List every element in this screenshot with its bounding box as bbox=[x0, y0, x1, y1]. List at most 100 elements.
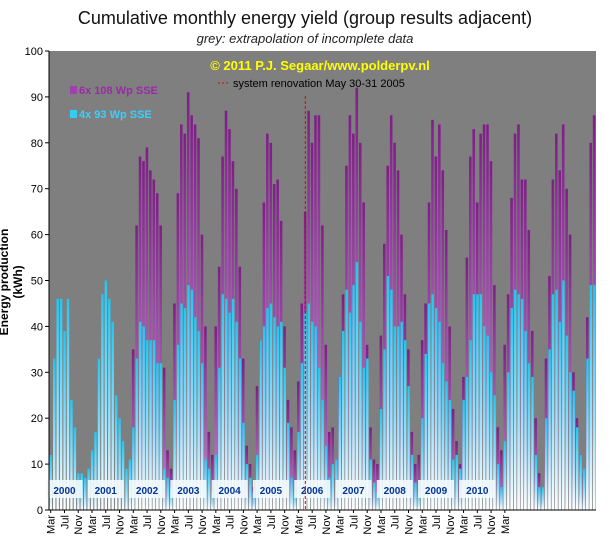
bar-4x93-m120 bbox=[462, 399, 465, 510]
year-label-2001: 2001 bbox=[95, 486, 118, 497]
bar-4x93-m58 bbox=[249, 477, 252, 510]
bar-4x93-m95 bbox=[376, 491, 379, 510]
bar-4x93-m124 bbox=[476, 294, 479, 510]
bar-6x108-m28 bbox=[145, 147, 149, 510]
bar-4x93-m64 bbox=[269, 303, 273, 510]
bar-6x108-m126 bbox=[482, 124, 486, 510]
bar-4x93-m21 bbox=[121, 441, 125, 510]
bar-4x93-m56 bbox=[242, 422, 245, 510]
bar-4x93-m22 bbox=[125, 468, 128, 510]
bar-4x93-m42 bbox=[194, 317, 197, 510]
year-label-2000: 2000 bbox=[53, 486, 76, 497]
bar-4x93-m10 bbox=[84, 477, 87, 510]
bar-4x93-m110 bbox=[428, 303, 431, 510]
x-tick-label-25: Jul bbox=[390, 515, 402, 529]
bar-4x93-m78 bbox=[317, 367, 321, 510]
bar-4x93-m94 bbox=[372, 482, 376, 510]
bar-4x93-m17 bbox=[108, 298, 111, 510]
bar-4x93-m35 bbox=[170, 487, 173, 510]
bar-4x93-m73 bbox=[300, 363, 304, 510]
bar-6x108-m77 bbox=[314, 115, 317, 510]
x-tick-label-4: Jul bbox=[101, 515, 113, 529]
bar-4x93-m96 bbox=[379, 409, 383, 510]
bar-4x93-m32 bbox=[159, 363, 163, 510]
x-tick-label-7: Jul bbox=[142, 515, 154, 529]
bar-4x93-m115 bbox=[445, 381, 448, 510]
bar-6x108-m45 bbox=[204, 326, 207, 510]
x-tick-label-18: Mar bbox=[293, 515, 305, 534]
x-tick-label-33: Mar bbox=[500, 515, 512, 534]
bar-4x93-m20 bbox=[118, 418, 121, 510]
x-tick-label-22: Jul bbox=[348, 515, 360, 529]
x-tick-label-1: Jul bbox=[59, 515, 71, 529]
x-tick-label-14: Nov bbox=[238, 515, 250, 535]
bar-4x93-m53 bbox=[231, 298, 235, 510]
bar-4x93-m150 bbox=[565, 335, 569, 510]
bar-4x93-m75 bbox=[307, 303, 311, 510]
bar-4x93-m39 bbox=[183, 308, 187, 510]
bar-6x108-m79 bbox=[321, 225, 324, 511]
bar-4x93-m151 bbox=[569, 372, 572, 510]
legend-label-0: 6x 108 Wp SSE bbox=[79, 85, 158, 97]
bar-4x93-m152 bbox=[572, 390, 575, 510]
bar-4x93-m26 bbox=[139, 321, 142, 510]
bar-6x108-m31 bbox=[155, 193, 159, 511]
legend: 6x 108 Wp SSE 4x 93 Wp SSE bbox=[70, 85, 158, 121]
y-tick-label-40: 40 bbox=[31, 321, 43, 333]
bar-4x93-m144 bbox=[545, 418, 548, 510]
bar-4x93-m29 bbox=[149, 340, 152, 510]
bar-4x93-m130 bbox=[496, 464, 500, 510]
bar-4x93-m62 bbox=[262, 326, 266, 510]
bar-6x108-m114 bbox=[441, 170, 445, 510]
y-tick-label-50: 50 bbox=[31, 276, 43, 288]
y-tick-label-70: 70 bbox=[31, 184, 43, 196]
bar-4x93-m153 bbox=[575, 427, 579, 510]
bar-4x93-m28 bbox=[145, 340, 149, 510]
bar-6x108-m131 bbox=[499, 450, 503, 510]
bar-4x93-m4 bbox=[63, 330, 66, 510]
bar-4x93-m128 bbox=[489, 372, 493, 510]
bar-4x93-m51 bbox=[225, 298, 228, 510]
bar-4x93-m79 bbox=[321, 399, 324, 510]
bar-4x93-m129 bbox=[493, 395, 496, 510]
bar-4x93-m76 bbox=[311, 321, 314, 510]
bar-4x93-m13 bbox=[94, 431, 97, 510]
bar-4x93-m87 bbox=[348, 312, 352, 510]
year-label-bg-2002 bbox=[129, 480, 166, 498]
year-label-2004: 2004 bbox=[218, 486, 241, 497]
x-tick-label-23: Nov bbox=[362, 515, 374, 535]
year-label-bg-2004 bbox=[211, 480, 248, 498]
bar-4x93-m24 bbox=[132, 427, 135, 510]
bar-4x93-m18 bbox=[111, 321, 114, 510]
bar-4x93-m70 bbox=[290, 477, 293, 510]
x-tick-label-5: Nov bbox=[115, 515, 127, 535]
year-label-bg-2007 bbox=[335, 480, 372, 498]
bar-4x93-m136 bbox=[517, 294, 520, 510]
bar-4x93-m15 bbox=[101, 294, 104, 510]
bar-6x108-m127 bbox=[486, 124, 489, 510]
bar-6x108-m70 bbox=[290, 427, 293, 510]
bar-6x108-m80 bbox=[324, 344, 328, 510]
bar-4x93-m1 bbox=[53, 358, 56, 510]
bar-4x93-m103 bbox=[403, 340, 407, 510]
year-label-2010: 2010 bbox=[466, 486, 489, 497]
bar-4x93-m100 bbox=[393, 326, 397, 510]
x-tick-label-9: Mar bbox=[170, 515, 182, 534]
bar-4x93-m142 bbox=[538, 487, 541, 510]
y-tick-label-80: 80 bbox=[31, 138, 43, 150]
x-tick-label-20: Nov bbox=[321, 515, 333, 535]
y-tick-label-10: 10 bbox=[31, 459, 43, 471]
x-tick-label-16: Jul bbox=[266, 515, 278, 529]
bar-4x93-m104 bbox=[407, 386, 410, 510]
x-tick-label-29: Nov bbox=[445, 515, 457, 535]
bar-4x93-m88 bbox=[352, 285, 355, 510]
bar-4x93-m43 bbox=[197, 330, 200, 510]
bar-4x93-m30 bbox=[152, 340, 156, 510]
bar-4x93-m122 bbox=[469, 340, 472, 510]
bar-4x93-m80 bbox=[324, 445, 328, 510]
bar-4x93-m85 bbox=[342, 330, 345, 510]
bar-4x93-m19 bbox=[114, 395, 118, 510]
x-tick-label-27: Mar bbox=[417, 515, 429, 534]
bar-4x93-m16 bbox=[104, 280, 108, 510]
